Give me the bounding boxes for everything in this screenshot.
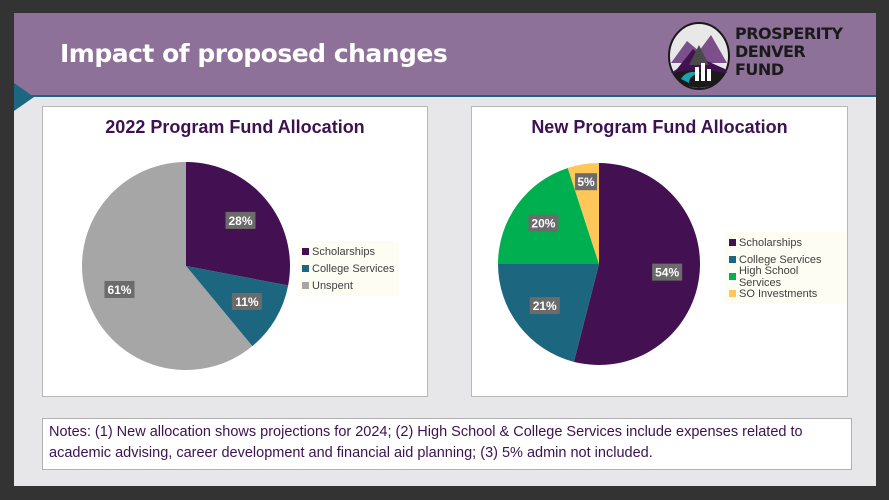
data-label: 54% [652,263,683,281]
data-label-background [652,263,683,281]
legend-item: College Services [729,251,843,268]
data-label: 21% [529,297,560,315]
legend-item: Scholarships [729,234,843,251]
legend-item: High School Services [729,265,843,289]
legend-label: College Services [739,253,822,266]
pie-chart: 28% 11% 61% [82,162,290,370]
data-label-text: 61% [107,283,131,297]
logo-mountain-icon [668,22,730,90]
data-label-text: 5% [577,175,595,189]
legend-label: College Services [312,262,395,275]
data-label-text: 54% [655,266,679,280]
data-label: 61% [104,280,135,298]
chart-legend: Scholarships College Services High Schoo… [725,232,847,304]
data-label-text: 28% [228,214,252,228]
data-label-text: 11% [235,295,259,309]
data-label-text: 20% [531,217,555,231]
legend-item: College Services [302,260,395,277]
legend-swatch [729,273,736,280]
legend-item: SO Investments [729,285,843,302]
legend-label: Scholarships [739,236,802,249]
data-label: 11% [231,292,262,310]
data-label: 5% [575,173,598,191]
legend-swatch [729,290,736,297]
logo-text-line: PROSPERITY [735,24,843,43]
data-label-background [231,292,262,310]
header-accent-triangle [14,83,34,111]
pie-slice-scholarships [573,163,700,365]
legend-swatch [302,282,309,289]
slide: Impact of proposed changes PROSPERITY DE… [14,13,876,486]
data-label-background [104,280,135,298]
prosperity-denver-fund-logo: PROSPERITY DENVER FUND [667,21,859,93]
legend-label: Unspent [312,279,353,292]
notes-box: Notes: (1) New allocation shows projecti… [42,418,852,470]
data-label-background [575,173,598,191]
data-label-background [528,214,559,232]
chart-legend: Scholarships College Services Unspent [298,241,399,296]
data-label-background [225,211,256,229]
legend-swatch [302,265,309,272]
slide-header: Impact of proposed changes PROSPERITY DE… [14,13,876,97]
legend-swatch [302,248,309,255]
chart-new-allocation: New Program Fund Allocation 54% 21% 20% 5% … [471,106,848,397]
legend-swatch [729,239,736,246]
data-label: 20% [528,214,559,232]
logo-text-line: FUND [735,60,784,79]
legend-label: High School Services [738,264,799,289]
pie-chart: 54% 21% 20% 5% [498,163,700,365]
logo-text-line: DENVER [735,42,806,61]
chart-2022-allocation: 2022 Program Fund Allocation 28% 11% 61% S… [42,106,428,397]
data-label: 28% [225,211,256,229]
slide-title: Impact of proposed changes [60,39,448,68]
pie-slice-unspent [82,162,253,370]
chart-title: 2022 Program Fund Allocation [105,117,365,137]
legend-swatch [729,256,736,263]
chart-title: New Program Fund Allocation [531,117,788,137]
legend-label: Scholarships [312,245,375,258]
data-label-text: 21% [533,299,557,313]
data-label-background [529,297,560,315]
legend-item: Unspent [302,277,395,294]
legend-label: SO Investments [739,287,818,300]
legend-item: Scholarships [302,243,395,260]
